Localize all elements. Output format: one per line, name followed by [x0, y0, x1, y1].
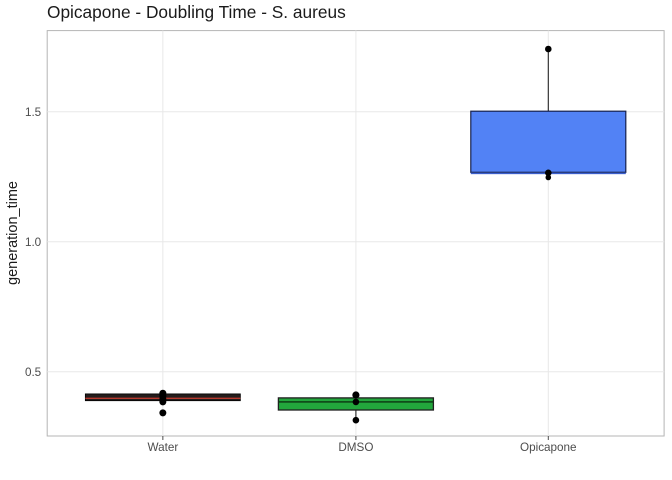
svg-text:Water: Water	[147, 441, 178, 454]
svg-text:1.5: 1.5	[25, 106, 42, 119]
svg-text:0.5: 0.5	[25, 366, 42, 379]
svg-text:1.0: 1.0	[25, 236, 42, 249]
svg-text:DMSO: DMSO	[338, 441, 373, 454]
svg-text:Opicapone: Opicapone	[520, 441, 577, 454]
